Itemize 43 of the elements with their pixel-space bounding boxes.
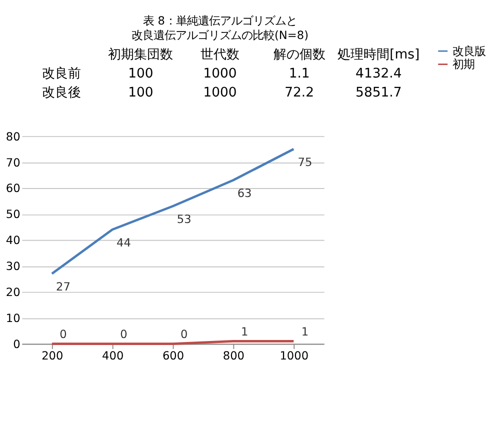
data-label: 44	[116, 236, 131, 250]
x-tick-label: 400	[102, 348, 124, 362]
data-label: 0	[180, 327, 188, 342]
y-tick-label: 10	[6, 311, 20, 326]
text: 4132.4	[356, 66, 402, 82]
text: 1.1	[288, 66, 310, 82]
text: 100	[128, 66, 154, 82]
x-tick-label: 600	[162, 348, 184, 362]
data-label: 1	[301, 324, 309, 339]
text: 1000	[203, 66, 237, 82]
data-label: 53	[176, 212, 192, 226]
text: 初期集団数	[108, 48, 174, 63]
text: 改良後	[42, 85, 81, 100]
data-label: 0	[60, 327, 67, 342]
text: 72.2	[284, 85, 314, 100]
data-label: 75	[298, 155, 312, 170]
y-tick-label: 60	[6, 181, 20, 196]
y-tick-label: 40	[6, 233, 20, 248]
line-series	[50, 148, 295, 275]
text: 5851.7	[356, 85, 402, 100]
x-tick-label: 800	[222, 348, 245, 362]
x-tick-label: 1000	[280, 348, 309, 362]
y-tick-label: 50	[6, 207, 20, 222]
chart-title: 表 8：単純遺伝アルゴリズムと	[143, 14, 297, 28]
y-tick-label: 70	[6, 155, 20, 170]
data-label: 27	[56, 280, 70, 294]
text: 改良前	[42, 66, 81, 82]
text: 100	[128, 85, 154, 100]
legend-label: 改良版	[452, 44, 486, 58]
y-tick-label: 80	[6, 129, 20, 144]
y-tick-label: 20	[6, 285, 20, 300]
legend-label: 初期	[452, 57, 474, 72]
text: 解の個数	[273, 48, 326, 63]
y-tick-label: 0	[13, 337, 20, 352]
data-label: 63	[237, 186, 252, 200]
text: 1000	[203, 85, 237, 100]
data-label: 0	[120, 327, 128, 342]
text: 処理時間[ms]	[338, 48, 420, 63]
data-label: 1	[240, 324, 248, 339]
chart-subtitle: 改良遺伝アルゴリズムの比較(N=8)	[132, 28, 309, 42]
text: 世代数	[200, 48, 240, 63]
y-tick-label: 30	[6, 259, 20, 274]
x-tick-label: 200	[42, 348, 64, 362]
